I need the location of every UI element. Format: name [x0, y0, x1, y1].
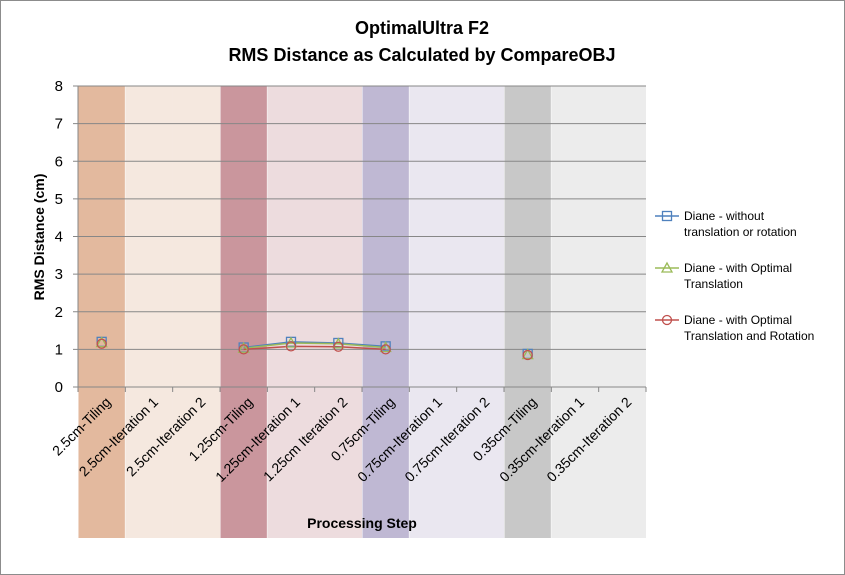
y-tick-label-6: 6 [55, 153, 63, 170]
x-axis-title: Processing Step [307, 515, 417, 531]
series-1-point-0 [95, 336, 108, 348]
series-2-point-4 [285, 341, 297, 352]
y-tick-label-5: 5 [55, 191, 63, 208]
legend-label-2-0: Diane - with Optimal [684, 313, 792, 327]
y-tick-labels: 0 1 2 3 4 5 6 7 8 [55, 78, 63, 396]
y-tick-label-4: 4 [55, 229, 63, 246]
series-0-line [243, 341, 386, 349]
series-2-point-9 [522, 349, 533, 361]
legend-marker-1 [660, 261, 674, 273]
y-tick-label-2: 2 [55, 304, 63, 321]
series-2-point-0 [96, 338, 107, 349]
series-2-point-6 [380, 344, 391, 355]
y-tick-label-1: 1 [55, 341, 63, 358]
y-tick-label-7: 7 [55, 116, 63, 133]
y-tick-label-3: 3 [55, 266, 63, 283]
series-2-line [243, 345, 386, 351]
series-2-point-3 [238, 344, 249, 355]
series-1-line [243, 342, 386, 349]
legend-label-0-1: translation or rotation [684, 225, 797, 239]
series-lines [243, 341, 386, 351]
y-tick-label-8: 8 [55, 78, 63, 95]
y-axis-title: RMS Distance (cm) [31, 174, 47, 301]
series-markers [95, 336, 534, 361]
legend-label-0-0: Diane - without [684, 209, 765, 223]
axes [77, 86, 647, 392]
legend-label-2-1: Translation and Rotation [684, 329, 814, 343]
series-2-point-5 [333, 341, 344, 352]
series-1-point-6 [379, 341, 392, 353]
legend-marker-2 [661, 314, 673, 326]
chart-title-line-2: RMS Distance as Calculated by CompareOBJ [228, 45, 615, 65]
legend: Diane - without translation or rotation Di… [655, 209, 814, 343]
legend-label-1-0: Diane - with Optimal [684, 261, 792, 275]
series-1-point-9 [521, 348, 534, 360]
chart-title-line-1: OptimalUltra F2 [355, 18, 489, 38]
legend-marker-0 [661, 210, 673, 222]
legend-label-1-1: Translation [684, 277, 743, 291]
y-tick-label-0: 0 [55, 379, 63, 396]
series-1-point-3 [237, 341, 250, 353]
